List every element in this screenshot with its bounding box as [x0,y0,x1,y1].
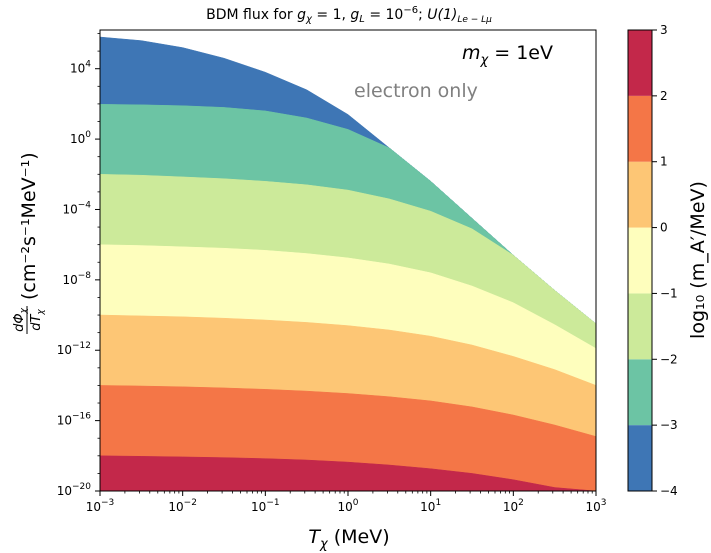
y-axis: 10−20 10−16 10−12 10−8 10−4 100 104 [57,33,100,498]
colorbar-tick-label: 3 [660,23,668,37]
x-tick-label: 102 [503,498,524,514]
mass-annotation: mχ = 1eV [462,42,553,68]
x-axis: 10−3 10−2 10−1 100 101 102 103 [86,491,607,514]
colorbar-frame [627,29,653,492]
colorbar-swatch [628,227,652,294]
contour-band [100,455,596,491]
y-tick-label: 10−12 [57,341,91,357]
colorbar-swatch [628,161,652,228]
colorbar-swatch [628,30,652,96]
y-tick-label: 104 [70,60,91,76]
x-tick-label: 103 [585,498,606,514]
y-tick-label: 10−8 [62,271,91,287]
plot-area: 10−3 10−2 10−1 100 101 102 103 10−20 10−16 10−12… [57,29,607,514]
colorbar-tick-label: 1 [660,155,668,169]
colorbar-swatch [628,95,652,162]
colorbar-tick-label: −2 [660,352,678,366]
x-tick-label: 100 [337,498,358,514]
y-tick-label: 100 [70,130,91,146]
svg-text:dΦχ: dΦχ [12,307,29,331]
colorbar-tick-label: −1 [660,286,678,300]
colorbar-swatch [628,425,652,491]
y-axis-label: dΦχ dTχ (cm⁻²s⁻¹MeV⁻¹) [12,152,46,334]
svg-text:dTχ: dTχ [29,309,46,331]
electron-only-annotation: electron only [354,80,478,102]
x-tick-label: 10−3 [86,498,115,514]
y-tick-label: 10−20 [57,482,92,498]
x-tick-label: 101 [420,498,441,514]
colorbar-tick-label: −3 [660,418,678,432]
x-tick-label: 10−2 [168,498,197,514]
contour-bands [100,36,596,491]
colorbar-label: log₁₀ (m_A′/MeV) [687,181,709,339]
chart-title: BDM flux for gχ = 1, gL = 10−6; U(1)Le −… [206,5,492,25]
colorbar-swatch [628,359,652,426]
x-axis-label: Tχ (MeV) [308,526,389,552]
colorbar-tick-label: 2 [660,89,668,103]
colorbar-tick-label: 0 [660,221,668,235]
colorbar-tick-label: −4 [660,484,678,498]
colorbar: −4 −3 −2 −1 0 1 2 3 [627,23,678,498]
svg-text:(cm⁻²s⁻¹MeV⁻¹): (cm⁻²s⁻¹MeV⁻¹) [18,152,40,300]
y-tick-label: 10−16 [57,412,92,428]
x-tick-label: 10−1 [251,498,280,514]
colorbar-swatch [628,293,652,360]
y-tick-label: 10−4 [62,200,91,216]
